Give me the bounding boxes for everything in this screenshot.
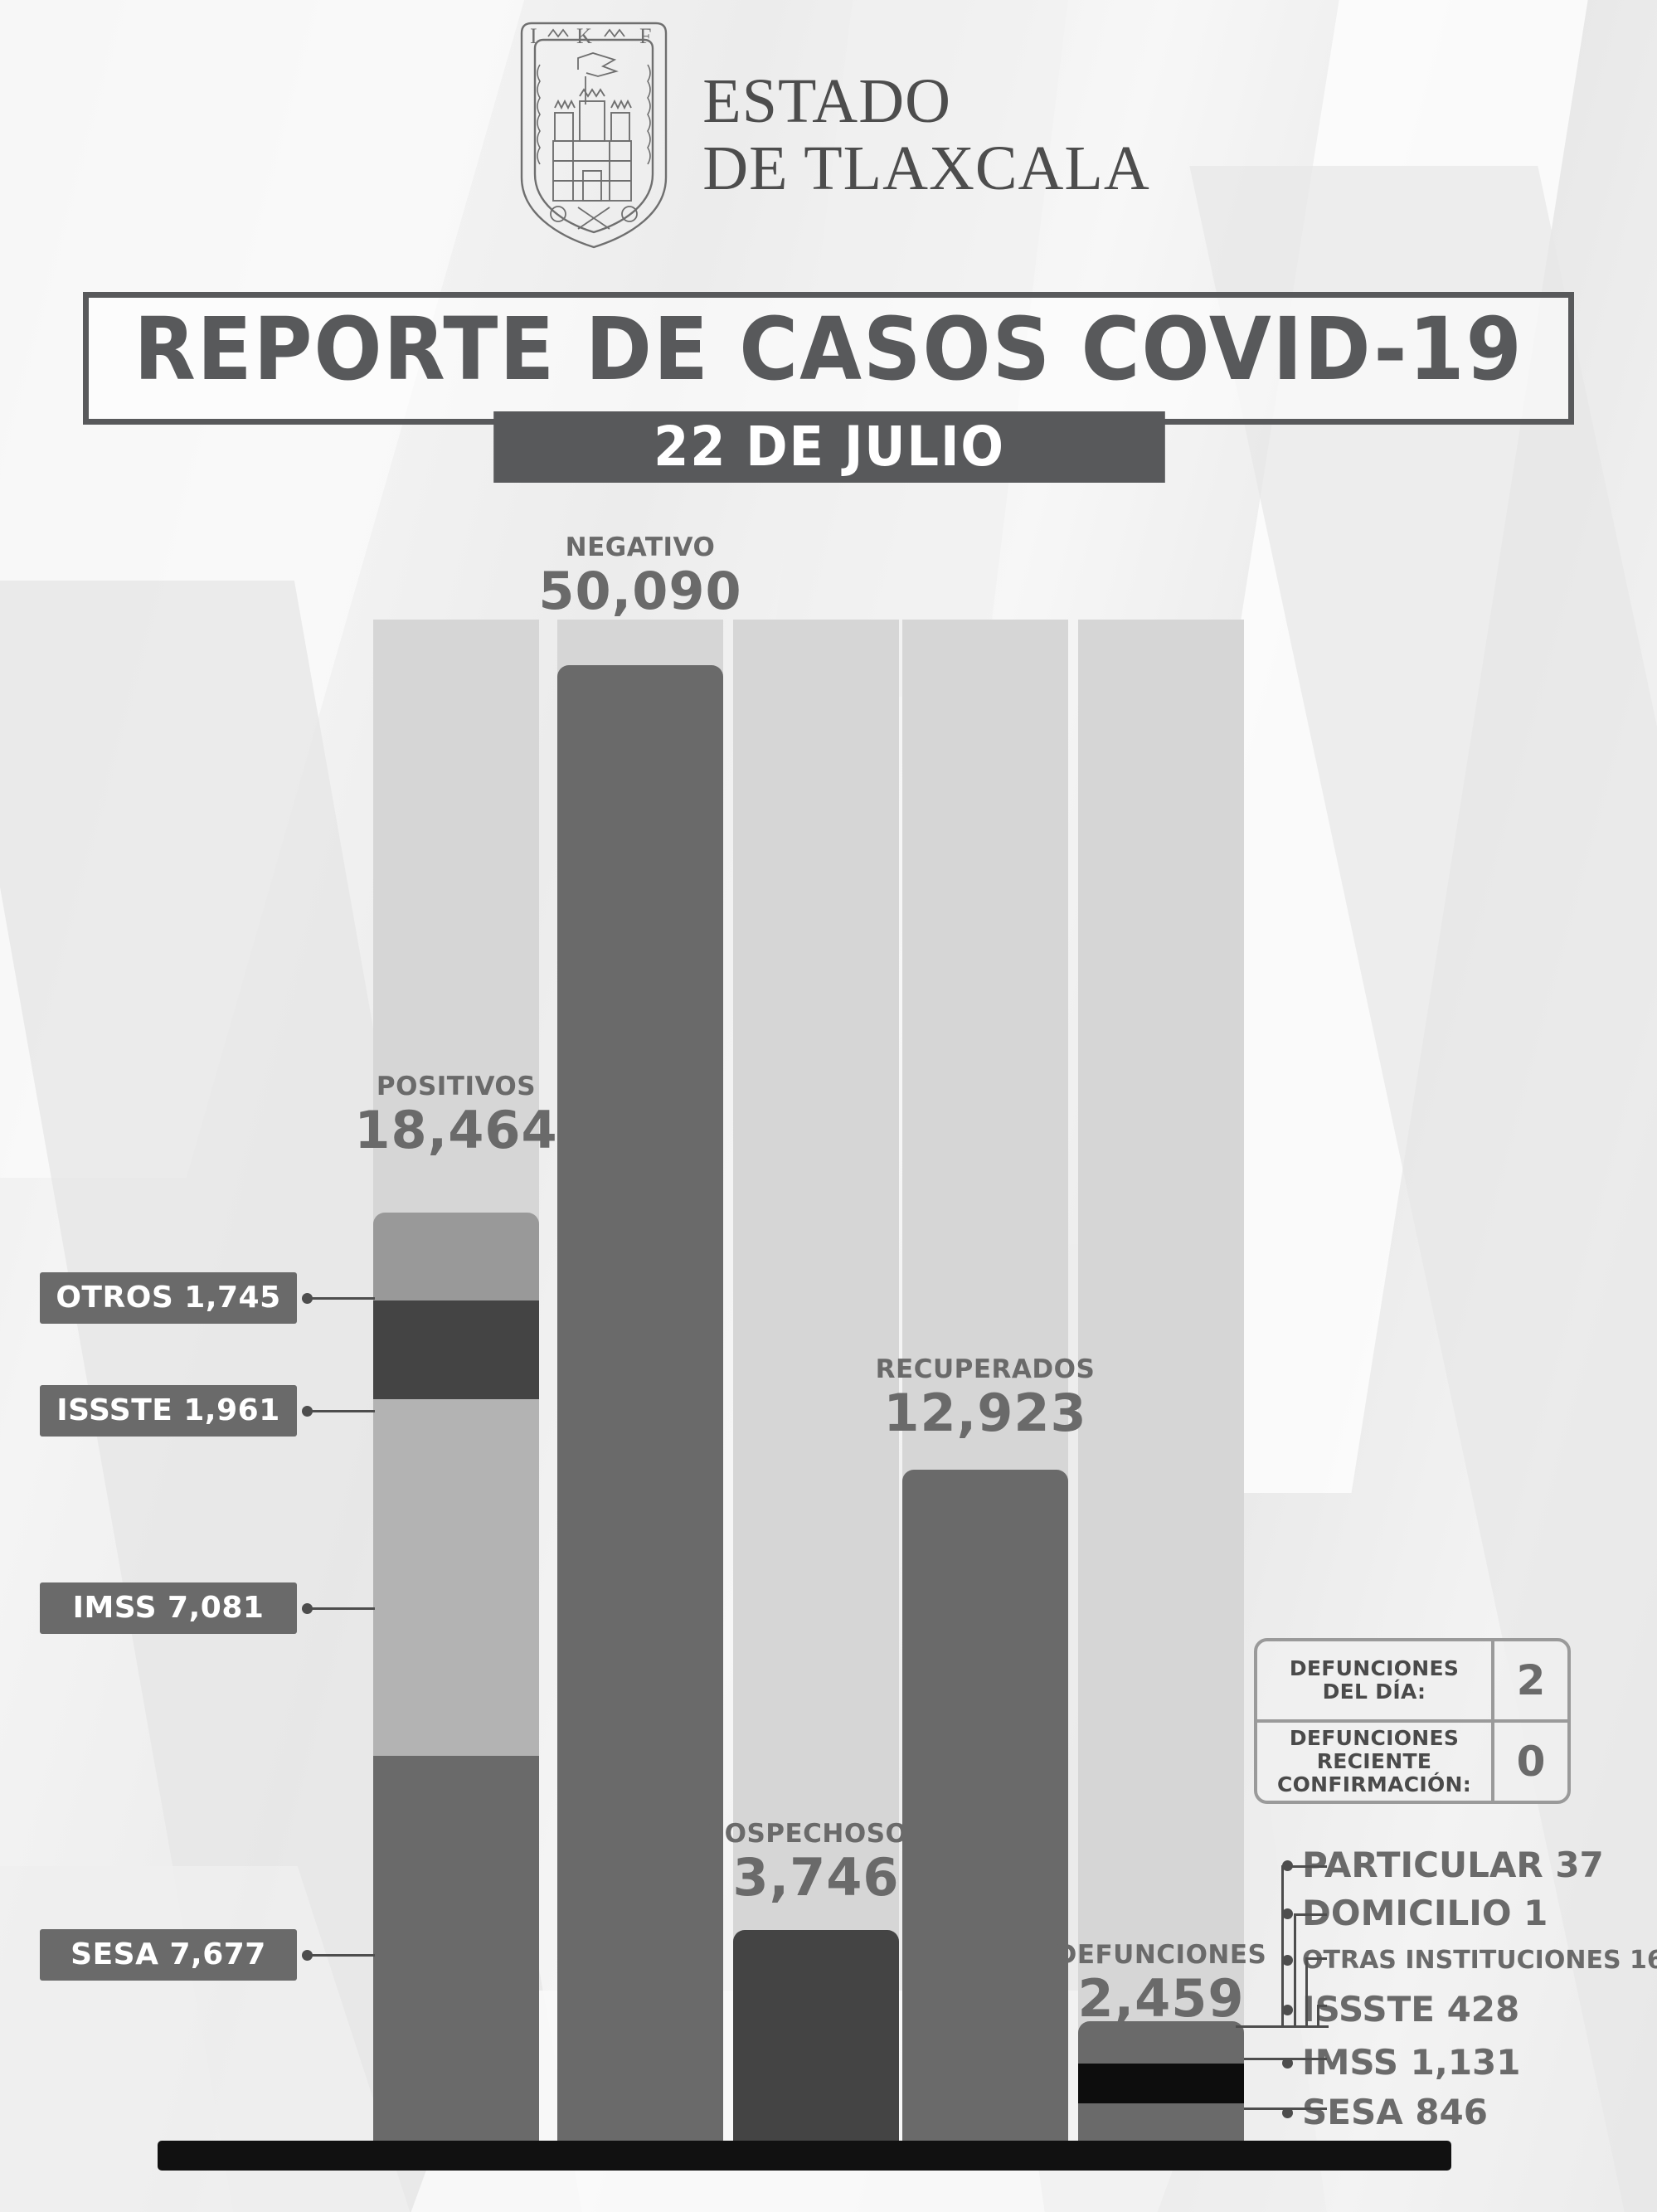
callout-sesa-line (310, 1954, 375, 1957)
chart-baseline (158, 2141, 1451, 2171)
svg-text:F: F (639, 24, 651, 48)
deaths-recent-label: DEFUNCIONES RECIENTE CONFIRMACIÓN: (1276, 1726, 1472, 1796)
callout-otros-dot (302, 1293, 313, 1304)
callout-otros-line (310, 1297, 375, 1300)
callout-otros: OTROS 1,745 (40, 1272, 297, 1324)
callout-defunciones-imss: IMSS 1,131 (1302, 2042, 1521, 2083)
table-row: DEFUNCIONES RECIENTE CONFIRMACIÓN: 0 (1257, 1719, 1567, 1801)
label-positivos-value: 18,464 (354, 1100, 558, 1160)
callout-imss: IMSS 7,081 (40, 1582, 297, 1634)
label-recuperados-caption: RECUPERADOS (875, 1354, 1096, 1384)
bar-sospechosos (733, 1930, 899, 2142)
label-negativo: NEGATIVO 50,090 (516, 535, 765, 617)
segment-issste (373, 1300, 539, 1400)
label-recuperados: RECUPERADOS 12,923 (861, 1357, 1110, 1439)
state-name: ESTADO DE TLAXCALA (702, 66, 1150, 203)
deaths-summary-table: DEFUNCIONES DEL DÍA: 2 DEFUNCIONES RECIE… (1254, 1638, 1571, 1804)
callout-domicilio-dot (1282, 1908, 1293, 1919)
callout-sesa-dot (302, 1950, 313, 1961)
callout-domicilio: DOMICILIO 1 (1302, 1893, 1548, 1933)
label-negativo-value: 50,090 (538, 561, 742, 621)
callout-defunciones-sesa: SESA 846 (1302, 2092, 1488, 2132)
callout-particular: PARTICULAR 37 (1302, 1845, 1604, 1885)
bar-negativo (557, 665, 723, 2142)
segment-defunciones-imss (1078, 2063, 1244, 2103)
label-defunciones: DEFUNCIONES 2,459 (1037, 1942, 1285, 2025)
label-sospechosos-value: 3,746 (732, 1847, 900, 1908)
defunciones-connectors (1236, 1841, 1335, 2140)
bar-track (1078, 620, 1244, 2142)
callout-defunciones-issste: ISSSTE 428 (1302, 1989, 1520, 2030)
label-defunciones-value: 2,459 (1077, 1968, 1245, 2029)
callout-defunciones-sesa-dot (1282, 2107, 1293, 2118)
label-negativo-caption: NEGATIVO (565, 532, 716, 562)
report-date: 22 DE JULIO (493, 411, 1165, 483)
segment-imss (373, 1399, 539, 1757)
label-positivos: POSITIVOS 18,464 (332, 1074, 581, 1156)
svg-text:I: I (530, 24, 537, 48)
segment-defunciones-sesa (1078, 2103, 1244, 2142)
callout-issste-dot (302, 1406, 313, 1417)
label-recuperados-value: 12,923 (883, 1383, 1087, 1443)
label-positivos-caption: POSITIVOS (376, 1072, 537, 1101)
segment-otros (373, 1213, 539, 1301)
callout-sesa: SESA 7,677 (40, 1929, 297, 1981)
segment-defunciones-otros (1078, 2021, 1244, 2064)
callout-otras-instituciones: OTRAS INSTITUCIONES 16 (1302, 1946, 1657, 1975)
bar-recuperados (902, 1470, 1068, 2142)
callout-imss-dot (302, 1603, 313, 1614)
segment-sesa (373, 1756, 539, 2142)
callout-issste: ISSSTE 1,961 (40, 1385, 297, 1437)
deaths-today-label: DEFUNCIONES DEL DÍA: (1289, 1656, 1460, 1704)
bar-positivos (373, 1213, 539, 2142)
bar-track (733, 620, 899, 2142)
deaths-today-value: 2 (1491, 1641, 1567, 1719)
label-sospechosos-caption: SOSPECHOSOS (705, 1819, 927, 1849)
callout-issste-line (310, 1410, 375, 1412)
label-sospechosos: SOSPECHOSOS 3,746 (692, 1821, 940, 1903)
callout-defunciones-imss-dot (1282, 2058, 1293, 2069)
page-title: REPORTE DE CASOS COVID-19 (134, 299, 1523, 400)
label-defunciones-caption: DEFUNCIONES (1055, 1940, 1267, 1970)
callout-otras-instituciones-dot (1282, 1955, 1293, 1966)
bar-defunciones (1078, 2021, 1244, 2142)
deaths-recent-value: 0 (1491, 1723, 1567, 1801)
callout-defunciones-issste-dot (1282, 2005, 1293, 2015)
table-row: DEFUNCIONES DEL DÍA: 2 (1257, 1641, 1567, 1719)
svg-text:K: K (576, 24, 592, 48)
callout-imss-line (310, 1607, 375, 1610)
